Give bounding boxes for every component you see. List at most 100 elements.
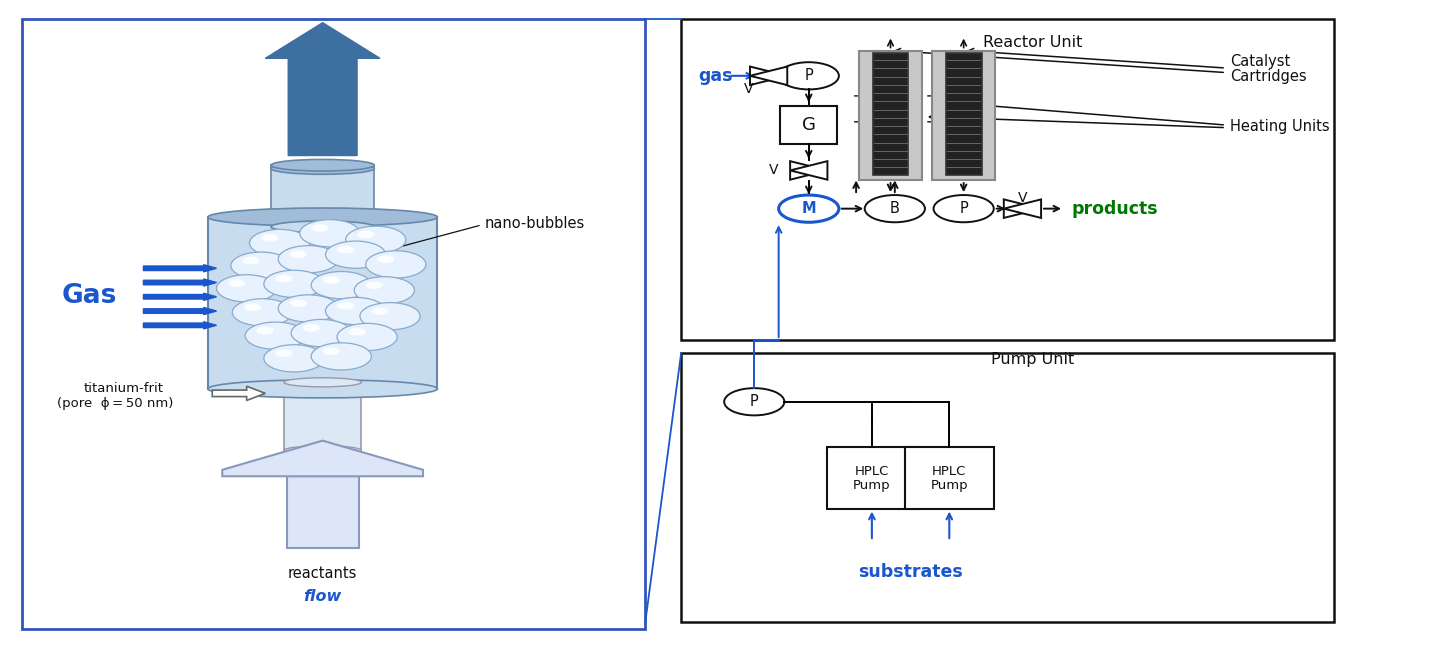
- Text: flow: flow: [304, 588, 341, 604]
- Polygon shape: [222, 441, 423, 476]
- Circle shape: [217, 275, 277, 302]
- FancyArrow shape: [143, 265, 217, 272]
- Polygon shape: [790, 161, 827, 179]
- Circle shape: [311, 272, 371, 299]
- Text: P: P: [959, 201, 968, 216]
- Text: B: B: [891, 201, 899, 216]
- FancyArrow shape: [143, 308, 217, 314]
- Circle shape: [323, 347, 340, 355]
- FancyArrow shape: [143, 279, 217, 286]
- Text: reactants: reactants: [288, 566, 357, 581]
- Circle shape: [366, 251, 426, 278]
- Circle shape: [337, 323, 397, 351]
- Circle shape: [323, 276, 340, 284]
- Circle shape: [290, 299, 307, 307]
- Ellipse shape: [208, 208, 437, 226]
- Circle shape: [366, 281, 383, 289]
- Circle shape: [264, 345, 324, 372]
- Circle shape: [257, 327, 274, 334]
- Ellipse shape: [271, 163, 374, 174]
- Circle shape: [337, 302, 354, 310]
- Circle shape: [311, 224, 328, 232]
- Bar: [287, 476, 358, 548]
- Circle shape: [291, 319, 351, 347]
- Text: Reactor Unit: Reactor Unit: [982, 34, 1083, 50]
- Circle shape: [377, 255, 394, 263]
- Text: gas: gas: [698, 67, 733, 85]
- Circle shape: [779, 62, 839, 89]
- Bar: [946, 53, 981, 175]
- Polygon shape: [790, 161, 827, 179]
- Ellipse shape: [271, 159, 374, 171]
- Text: P: P: [750, 394, 759, 410]
- Polygon shape: [1004, 200, 1041, 218]
- Bar: [827, 447, 916, 509]
- Circle shape: [232, 299, 293, 326]
- Polygon shape: [750, 67, 787, 85]
- Polygon shape: [212, 386, 265, 400]
- Bar: [905, 447, 994, 509]
- Bar: [284, 382, 361, 450]
- Text: V: V: [744, 82, 753, 97]
- Text: V: V: [769, 163, 779, 178]
- Circle shape: [348, 328, 366, 336]
- Text: Pump: Pump: [931, 480, 968, 492]
- Bar: [780, 106, 837, 144]
- Circle shape: [865, 195, 925, 222]
- Circle shape: [290, 250, 307, 258]
- Text: (pore  ϕ = 50 nm): (pore ϕ = 50 nm): [57, 397, 174, 410]
- Circle shape: [337, 246, 354, 253]
- Circle shape: [275, 275, 293, 283]
- Bar: [932, 51, 995, 180]
- Circle shape: [278, 295, 338, 322]
- Text: Heating Units: Heating Units: [1230, 119, 1329, 134]
- Bar: [859, 51, 922, 180]
- Text: titanium-frit: titanium-frit: [83, 382, 163, 395]
- Circle shape: [261, 234, 278, 242]
- Circle shape: [264, 270, 324, 297]
- Circle shape: [275, 349, 293, 357]
- Text: substrates: substrates: [858, 562, 964, 581]
- Text: Gas: Gas: [62, 283, 116, 309]
- Text: Catalyst: Catalyst: [1230, 54, 1291, 69]
- FancyArrow shape: [143, 322, 217, 329]
- Circle shape: [360, 303, 420, 330]
- Circle shape: [242, 257, 260, 264]
- Text: products: products: [1071, 200, 1157, 218]
- Polygon shape: [750, 67, 787, 85]
- Circle shape: [779, 195, 839, 222]
- Circle shape: [244, 303, 261, 311]
- Bar: [22, 19, 645, 629]
- Text: G: G: [802, 116, 816, 134]
- Bar: [681, 19, 1334, 340]
- Circle shape: [357, 231, 374, 238]
- Circle shape: [934, 195, 994, 222]
- Text: Pump Unit: Pump Unit: [991, 352, 1074, 367]
- Circle shape: [326, 241, 386, 268]
- Circle shape: [311, 343, 371, 370]
- Circle shape: [346, 226, 406, 253]
- Bar: [271, 165, 374, 227]
- FancyArrow shape: [143, 294, 217, 300]
- Polygon shape: [1004, 200, 1041, 218]
- Circle shape: [326, 297, 386, 325]
- Text: M: M: [802, 201, 816, 216]
- Text: nano-bubbles: nano-bubbles: [485, 216, 585, 231]
- Circle shape: [354, 277, 414, 304]
- Bar: [208, 217, 437, 389]
- Circle shape: [250, 229, 310, 257]
- Circle shape: [278, 246, 338, 273]
- Ellipse shape: [208, 380, 437, 398]
- Circle shape: [300, 220, 360, 247]
- Text: Pump: Pump: [853, 480, 891, 492]
- FancyArrow shape: [265, 23, 380, 156]
- Circle shape: [245, 322, 305, 349]
- Circle shape: [371, 307, 389, 315]
- Circle shape: [303, 324, 320, 332]
- Text: HPLC: HPLC: [855, 465, 889, 478]
- Text: V: V: [1018, 191, 1027, 205]
- Bar: [681, 353, 1334, 622]
- Circle shape: [228, 279, 245, 287]
- Ellipse shape: [284, 378, 361, 387]
- Text: P: P: [804, 68, 813, 84]
